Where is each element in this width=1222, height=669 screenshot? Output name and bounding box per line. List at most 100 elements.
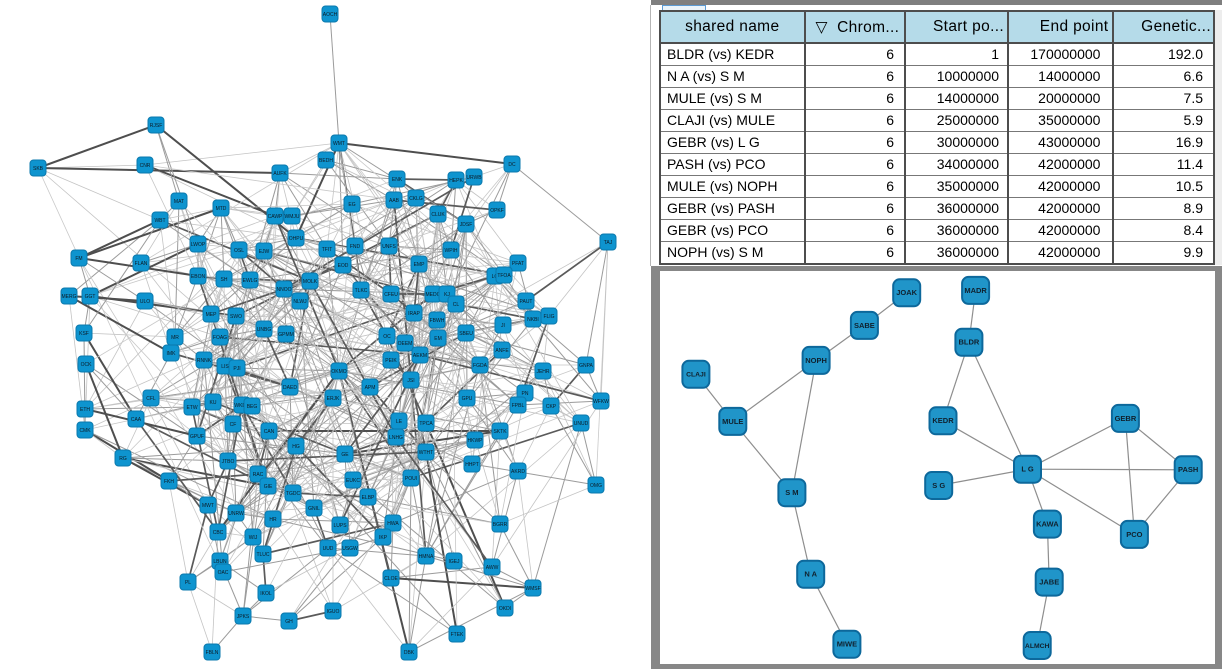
svg-text:OHPU: OHPU — [289, 236, 304, 242]
svg-text:CKLG: CKLG — [409, 196, 423, 202]
svg-text:HKWP: HKWP — [468, 438, 484, 444]
svg-text:MR: MR — [171, 335, 179, 341]
svg-text:PEIK: PEIK — [385, 358, 397, 364]
svg-text:OCK: OCK — [81, 362, 93, 368]
svg-text:TPCA: TPCA — [419, 421, 433, 427]
svg-text:FGDA: FGDA — [473, 363, 488, 369]
svg-text:RJSF: RJSF — [150, 123, 163, 129]
svg-text:UNRW: UNRW — [228, 511, 244, 517]
svg-text:ALMCH: ALMCH — [1025, 643, 1050, 650]
svg-text:JABE: JABE — [1039, 578, 1059, 587]
svg-text:CLAJI: CLAJI — [686, 372, 706, 379]
svg-text:FND: FND — [350, 244, 361, 250]
svg-text:FTEK: FTEK — [451, 632, 464, 638]
svg-text:MEP: MEP — [206, 312, 218, 318]
svg-text:EM: EM — [434, 336, 442, 342]
svg-text:RG: RG — [119, 456, 127, 462]
svg-text:CMK: CMK — [79, 428, 91, 434]
svg-text:TFIT: TFIT — [322, 247, 333, 253]
svg-text:BEDH: BEDH — [319, 158, 333, 164]
svg-text:TAJ: TAJ — [604, 240, 613, 246]
svg-text:URWB: URWB — [466, 175, 482, 181]
svg-text:USGW: USGW — [342, 546, 358, 552]
svg-text:EMP: EMP — [414, 262, 426, 268]
svg-text:POUI: POUI — [405, 476, 417, 482]
svg-text:HG: HG — [292, 444, 300, 450]
svg-text:JTBO: JTBO — [222, 459, 235, 465]
svg-text:HEPK: HEPK — [449, 178, 463, 184]
svg-text:ERJK: ERJK — [327, 396, 340, 402]
svg-text:JDSF: JDSF — [460, 222, 473, 228]
svg-text:NKBI: NKBI — [527, 317, 539, 323]
svg-text:S M: S M — [785, 488, 798, 497]
svg-text:ETH: ETH — [80, 407, 90, 413]
svg-text:LUPS: LUPS — [333, 523, 347, 529]
svg-text:ENK: ENK — [392, 177, 403, 183]
svg-text:MIWE: MIWE — [837, 640, 857, 649]
svg-text:GPMM: GPMM — [278, 332, 294, 338]
svg-text:MWT: MWT — [202, 503, 214, 509]
svg-text:LWOP: LWOP — [191, 242, 206, 248]
svg-text:JEHR: JEHR — [536, 369, 549, 375]
svg-text:SBEU: SBEU — [459, 331, 473, 337]
svg-text:NLWJ: NLWJ — [293, 299, 307, 305]
svg-text:KJ: KJ — [444, 292, 450, 298]
svg-text:DC: DC — [508, 162, 516, 168]
svg-text:SKB: SKB — [33, 166, 44, 172]
svg-text:KU: KU — [210, 400, 217, 406]
svg-text:TFOA: TFOA — [497, 273, 511, 279]
svg-text:WMSF: WMSF — [525, 586, 540, 592]
svg-text:JPKS: JPKS — [237, 614, 250, 620]
svg-text:PFAT: PFAT — [512, 261, 524, 267]
svg-text:JSI: JSI — [407, 378, 414, 384]
svg-text:GPUF: GPUF — [190, 434, 204, 440]
svg-text:OKDI: OKDI — [499, 606, 511, 612]
svg-text:FLAN: FLAN — [135, 261, 148, 267]
svg-text:BEG: BEG — [247, 404, 258, 410]
svg-text:FPBL: FPBL — [512, 403, 525, 409]
svg-text:EG: EG — [348, 202, 355, 208]
svg-text:PN: PN — [522, 391, 529, 397]
svg-text:NNOO: NNOO — [277, 287, 292, 293]
svg-text:SKTK: SKTK — [493, 429, 507, 435]
svg-text:SABE: SABE — [854, 321, 875, 330]
svg-text:LNHG: LNHG — [389, 435, 403, 441]
svg-text:MTD: MTD — [216, 206, 227, 212]
svg-text:HMNA: HMNA — [419, 554, 434, 560]
svg-text:DAED: DAED — [283, 385, 297, 391]
svg-text:BGRR: BGRR — [493, 522, 508, 528]
svg-text:WTHT: WTHT — [419, 450, 433, 456]
svg-text:KEDR: KEDR — [932, 416, 954, 425]
svg-text:CFL: CFL — [146, 396, 156, 402]
svg-text:PAUT: PAUT — [520, 299, 533, 305]
svg-text:GPU: GPU — [462, 396, 473, 402]
svg-text:GEBR: GEBR — [1115, 414, 1137, 423]
svg-text:OSL: OSL — [234, 248, 244, 254]
svg-text:CF: CF — [230, 422, 237, 428]
svg-text:WIJ: WIJ — [249, 535, 258, 541]
svg-text:UUD: UUD — [323, 546, 334, 552]
svg-text:UNFS: UNFS — [382, 244, 396, 250]
svg-text:FBWH: FBWH — [430, 318, 445, 324]
svg-text:RAC: RAC — [253, 472, 264, 478]
svg-text:GNPA: GNPA — [579, 363, 593, 369]
svg-text:JOAK: JOAK — [896, 288, 917, 297]
svg-text:ELBP: ELBP — [362, 495, 375, 501]
svg-text:TLUC: TLUC — [256, 552, 269, 558]
svg-text:S G: S G — [932, 481, 945, 490]
svg-text:LE: LE — [396, 419, 403, 425]
svg-text:MEDG: MEDG — [426, 292, 441, 298]
svg-text:RNNK: RNNK — [197, 358, 212, 364]
svg-text:EWLG: EWLG — [243, 278, 258, 284]
svg-text:OC: OC — [383, 334, 391, 340]
svg-text:EJW: EJW — [259, 249, 270, 255]
svg-text:NOPH: NOPH — [805, 356, 827, 365]
svg-text:PASH: PASH — [1178, 465, 1198, 474]
svg-text:HHPT: HHPT — [465, 462, 479, 468]
svg-text:CAN: CAN — [264, 429, 275, 435]
svg-text:AEKM: AEKM — [413, 353, 427, 359]
svg-text:AWW: AWW — [486, 565, 499, 571]
svg-text:IKP: IKP — [379, 535, 388, 541]
svg-text:FM: FM — [75, 256, 82, 262]
svg-text:WBT: WBT — [154, 218, 165, 224]
